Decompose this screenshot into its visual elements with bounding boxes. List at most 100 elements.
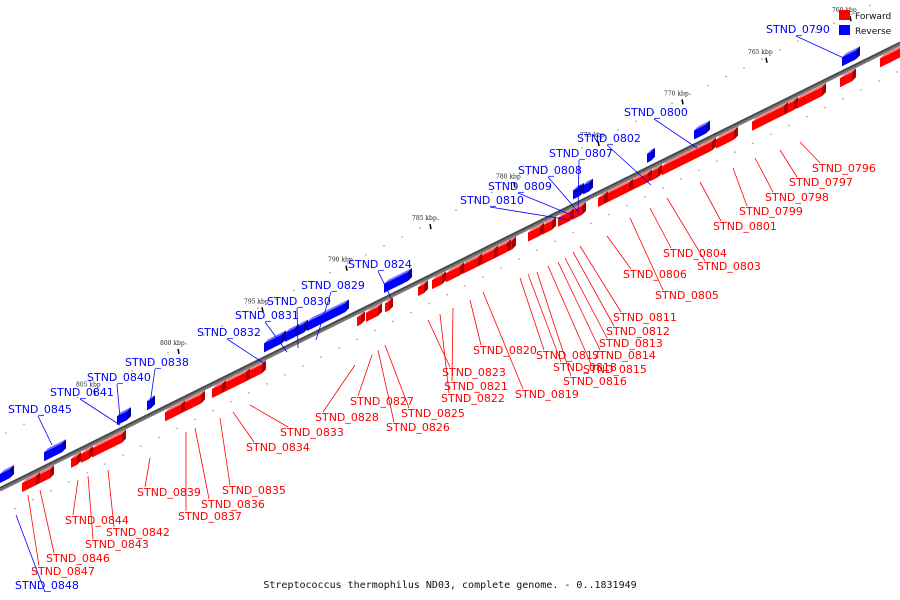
position-dot [140, 445, 142, 448]
leader-line [15, 514, 46, 593]
leader-line [107, 469, 115, 528]
legend: Forward Reverse [839, 10, 892, 37]
position-dot [779, 49, 781, 51]
gene-label-reverse: STND_0790 [766, 23, 830, 36]
position-dot [248, 391, 250, 394]
position-dot [311, 280, 313, 283]
leader-line [519, 277, 545, 351]
reverse-gene [285, 323, 299, 342]
gene-label-forward: STND_0835 [222, 484, 286, 497]
position-dot [518, 258, 520, 260]
position-dot [131, 369, 133, 372]
axis-tick-mark [93, 390, 96, 396]
position-dot [158, 436, 160, 439]
position-dot [149, 360, 151, 363]
gene-label-reverse: STND_0845 [8, 403, 72, 416]
axis-tick-label: 770 kbp [664, 90, 689, 97]
gene-label-forward: STND_0822 [441, 392, 505, 405]
position-dot [689, 93, 691, 96]
forward-gene [71, 451, 81, 468]
leader-line [799, 141, 821, 164]
position-dot [122, 454, 124, 456]
position-dot [554, 240, 556, 243]
gene-label-forward: STND_0803 [697, 260, 761, 273]
reverse-gene [842, 46, 860, 67]
gene-label-forward: STND_0818 [553, 361, 617, 374]
leader-line [536, 271, 572, 377]
position-dot [473, 200, 475, 203]
leader-line [144, 457, 151, 488]
axis-tick-label: 765 kbp [748, 49, 773, 56]
gene-label-forward: STND_0846 [46, 552, 110, 565]
forward-gene [752, 101, 788, 131]
gene-label-forward: STND_0834 [246, 441, 310, 454]
position-dot [203, 334, 205, 336]
leader-line [315, 291, 332, 341]
leader-line [795, 35, 849, 61]
gene-label-reverse: STND_0831 [235, 309, 299, 322]
forward-gene [22, 472, 40, 493]
leader-line [649, 207, 672, 249]
position-dot [617, 129, 619, 131]
leader-line [149, 368, 156, 405]
label-leader-lines [15, 35, 849, 593]
gene-label-reverse: STND_0810 [460, 194, 524, 207]
reverse-gene [0, 465, 14, 483]
forward-gene [716, 126, 738, 149]
gene-label-forward: STND_0837 [178, 510, 242, 523]
position-dot [239, 316, 241, 319]
position-dot [329, 271, 331, 274]
legend-reverse-swatch [839, 25, 850, 35]
leader-line [547, 265, 592, 365]
backbone-line [0, 41, 900, 489]
position-dot [374, 329, 376, 332]
position-dot [230, 400, 232, 403]
position-dot [104, 463, 106, 465]
position-dot [698, 169, 700, 171]
leader-line [489, 206, 571, 221]
leader-line [226, 338, 266, 365]
leader-line [482, 291, 524, 390]
leader-line [606, 144, 652, 186]
position-dot [392, 320, 394, 323]
axis-tick-mark [597, 140, 600, 147]
position-dot [761, 58, 763, 60]
position-dot [383, 245, 385, 247]
reverse-gene [647, 147, 655, 163]
position-dot [869, 4, 871, 7]
position-dot [581, 147, 583, 149]
gene-label-forward: STND_0798 [765, 191, 829, 204]
position-dot [32, 498, 34, 501]
leader-line [27, 494, 40, 567]
leader-line [39, 489, 55, 554]
leader-line [699, 181, 722, 222]
legend-forward-swatch [839, 10, 850, 20]
position-dot [41, 414, 43, 417]
position-dot [356, 338, 358, 341]
leader-line [264, 321, 288, 353]
position-dot [320, 356, 322, 358]
position-dot [455, 209, 457, 212]
leader-line [219, 417, 231, 486]
leader-line [527, 273, 562, 363]
reverse-gene [573, 184, 581, 200]
leader-line [377, 270, 393, 301]
axis-tick-label: 780 kbp [496, 174, 521, 181]
legend-forward-label: Forward [855, 12, 891, 22]
position-dot [662, 187, 664, 189]
reverse-gene [117, 407, 131, 426]
gene-label-forward: STND_0820 [473, 344, 537, 357]
axis-tick-mark [849, 16, 852, 22]
genome-backbone [0, 41, 900, 492]
axis-tick-mark [177, 348, 180, 354]
position-dot [212, 409, 214, 412]
position-dot [338, 347, 340, 349]
gene-label-forward: STND_0833 [280, 426, 344, 439]
reverse-gene [44, 439, 66, 462]
leader-line [79, 398, 121, 426]
leader-line [322, 364, 356, 413]
position-dot [401, 236, 403, 238]
